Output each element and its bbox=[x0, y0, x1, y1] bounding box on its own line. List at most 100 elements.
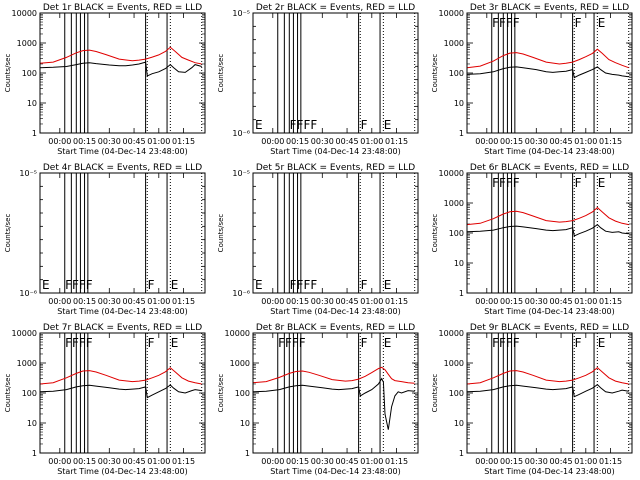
x-tick-label: 00:15 bbox=[286, 297, 309, 306]
flag-label: E bbox=[42, 278, 50, 292]
y-tick-label: 1 bbox=[32, 129, 37, 138]
x-tick-label: 01:00 bbox=[360, 137, 383, 146]
x-tick-label: 00:30 bbox=[98, 297, 121, 306]
panel-title: Det 8r BLACK = Events, RED = LLD bbox=[256, 323, 415, 333]
x-tick-label: 01:15 bbox=[385, 137, 408, 146]
flag-label: F bbox=[148, 336, 155, 350]
detector-panel-5: Det 5r BLACK = Events, RED = LLD Counts/s… bbox=[217, 163, 419, 316]
x-tick-label: 00:45 bbox=[336, 137, 359, 146]
plot-frame bbox=[252, 172, 419, 294]
flag-label: F bbox=[148, 278, 155, 292]
plot-frame bbox=[39, 172, 206, 294]
x-tick-label: 00:00 bbox=[475, 297, 498, 306]
lld-series-line bbox=[252, 366, 415, 384]
flag-label: E bbox=[598, 176, 606, 190]
x-tick-label: 00:30 bbox=[98, 137, 121, 146]
plot-frame bbox=[252, 332, 419, 454]
y-tick-label: 10000 bbox=[225, 329, 250, 338]
flag-label: FFFF bbox=[65, 278, 93, 292]
x-tick-label: 00:15 bbox=[500, 137, 523, 146]
x-axis-label: Start Time (04-Dec-14 23:48:00) bbox=[57, 147, 188, 156]
x-tick-label: 00:15 bbox=[73, 137, 96, 146]
flag-label: E bbox=[171, 336, 179, 350]
events-series-line bbox=[39, 384, 202, 399]
y-tick-label: 10⁻⁵ bbox=[19, 169, 37, 178]
y-tick-label: 10000 bbox=[439, 169, 464, 178]
x-tick-label: 01:00 bbox=[360, 457, 383, 466]
events-series-line bbox=[39, 61, 202, 77]
panel-title: Det 9r BLACK = Events, RED = LLD bbox=[470, 323, 629, 333]
flag-label: E bbox=[598, 16, 606, 30]
y-tick-label: 1000 bbox=[17, 359, 37, 368]
x-tick-label: 01:15 bbox=[172, 457, 195, 466]
y-tick-label: 10 bbox=[27, 99, 37, 108]
y-tick-label: 1000 bbox=[444, 39, 464, 48]
x-axis-label: Start Time (04-Dec-14 23:48:00) bbox=[57, 467, 188, 476]
x-tick-label: 01:00 bbox=[147, 137, 170, 146]
panel-title: Det 7r BLACK = Events, RED = LLD bbox=[43, 323, 202, 333]
x-tick-label: 00:45 bbox=[550, 457, 573, 466]
panel-title: Det 6r BLACK = Events, RED = LLD bbox=[470, 163, 629, 173]
flag-label: F bbox=[361, 118, 368, 132]
x-tick-label: 01:00 bbox=[360, 297, 383, 306]
x-tick-label: 01:15 bbox=[172, 297, 195, 306]
y-tick-label: 10 bbox=[27, 419, 37, 428]
x-tick-label: 01:15 bbox=[385, 297, 408, 306]
x-tick-label: 01:15 bbox=[599, 457, 622, 466]
y-tick-label: 1000 bbox=[444, 199, 464, 208]
x-tick-label: 00:45 bbox=[550, 137, 573, 146]
plot-frame bbox=[39, 332, 206, 454]
panel-title: Det 4r BLACK = Events, RED = LLD bbox=[43, 163, 202, 173]
y-axis-label: Counts/sec bbox=[217, 214, 225, 253]
y-tick-label: 1000 bbox=[444, 359, 464, 368]
y-tick-label: 100 bbox=[235, 389, 250, 398]
y-axis-label: Counts/sec bbox=[431, 54, 439, 93]
x-tick-label: 00:00 bbox=[475, 457, 498, 466]
flag-label: FFFF bbox=[290, 118, 318, 132]
x-tick-label: 01:15 bbox=[385, 457, 408, 466]
y-tick-label: 10 bbox=[454, 259, 464, 268]
panel-title: Det 5r BLACK = Events, RED = LLD bbox=[256, 163, 415, 173]
flag-label: FFFF bbox=[290, 278, 318, 292]
x-tick-label: 01:00 bbox=[574, 297, 597, 306]
x-tick-label: 00:30 bbox=[311, 137, 334, 146]
x-axis-label: Start Time (04-Dec-14 23:48:00) bbox=[484, 467, 615, 476]
y-tick-label: 10000 bbox=[439, 9, 464, 18]
y-tick-label: 1 bbox=[459, 129, 464, 138]
flag-label: E bbox=[384, 336, 392, 350]
plot-frame bbox=[466, 172, 633, 294]
flag-label: E bbox=[171, 278, 179, 292]
detector-panel-6: Det 6r BLACK = Events, RED = LLD Counts/s… bbox=[431, 163, 633, 316]
panel-title: Det 3r BLACK = Events, RED = LLD bbox=[470, 3, 629, 13]
x-tick-label: 00:15 bbox=[500, 297, 523, 306]
y-tick-label: 10⁻⁶ bbox=[19, 289, 37, 298]
y-tick-label: 100 bbox=[449, 69, 464, 78]
flag-label: F bbox=[361, 336, 368, 350]
panel-title: Det 2r BLACK = Events, RED = LLD bbox=[256, 3, 415, 13]
y-tick-label: 10 bbox=[240, 419, 250, 428]
x-tick-label: 01:00 bbox=[147, 297, 170, 306]
y-tick-label: 100 bbox=[22, 389, 37, 398]
x-tick-label: 00:30 bbox=[525, 137, 548, 146]
x-tick-label: 00:45 bbox=[123, 297, 146, 306]
x-tick-label: 01:15 bbox=[172, 137, 195, 146]
x-tick-label: 00:15 bbox=[73, 457, 96, 466]
x-tick-label: 00:15 bbox=[73, 297, 96, 306]
flag-label: E bbox=[255, 118, 263, 132]
y-tick-label: 1 bbox=[32, 449, 37, 458]
y-axis-label: Counts/sec bbox=[4, 54, 12, 93]
x-tick-label: 00:30 bbox=[525, 457, 548, 466]
y-tick-label: 10⁻⁵ bbox=[232, 169, 250, 178]
y-tick-label: 10⁻⁵ bbox=[232, 9, 250, 18]
detector-panel-4: Det 4r BLACK = Events, RED = LLD Counts/s… bbox=[4, 163, 206, 316]
flag-label: FFFF bbox=[492, 16, 520, 30]
flag-label: E bbox=[598, 336, 606, 350]
flag-label: E bbox=[384, 278, 392, 292]
x-tick-label: 00:45 bbox=[336, 297, 359, 306]
plot-frame bbox=[39, 12, 206, 134]
y-tick-label: 10000 bbox=[439, 329, 464, 338]
lld-series-line bbox=[466, 206, 629, 226]
y-tick-label: 10000 bbox=[12, 329, 37, 338]
x-tick-label: 00:00 bbox=[261, 457, 284, 466]
events-series-line bbox=[466, 66, 629, 79]
